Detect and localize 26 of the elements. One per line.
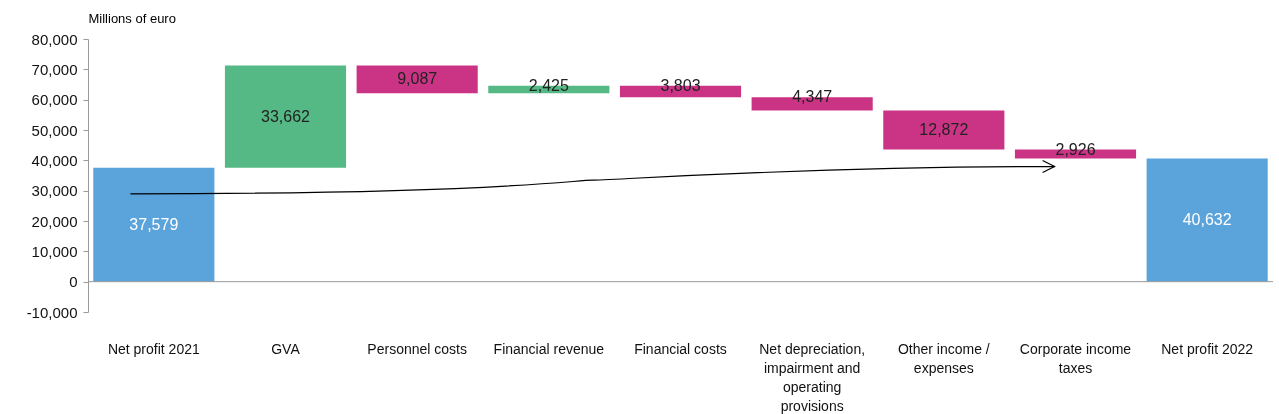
data-label: 9,087 [397,70,438,88]
x-tick-label: Net profit 2022 [1161,340,1254,357]
x-tick-label: Other income / expenses [897,340,990,376]
data-label: 2,926 [1055,140,1096,158]
x-tick-label: GVA [271,340,301,357]
data-label: 40,632 [1182,211,1232,229]
y-tick-label: 20,000 [31,212,78,230]
y-tick-label: 70,000 [31,60,78,78]
x-tick-label: Financial revenue [493,340,605,357]
y-tick-label: 50,000 [31,121,78,139]
x-tick-label: Net profit 2021 [107,340,200,357]
y-tick-label: 80,000 [31,30,78,48]
x-tick-label: Net depreciation, impairment and operating provisions [759,340,866,414]
data-label: 12,872 [919,121,969,139]
y-axis-title: Millions of euro [88,10,176,26]
x-tick-label: Corporate income taxes [1019,340,1132,376]
y-tick-label: -10,000 [26,303,78,321]
x-tick-label: Personnel costs [367,340,467,357]
y-tick-label: 60,000 [31,91,78,109]
y-tick-label: 0 [69,273,78,291]
data-label: 33,662 [261,107,311,125]
data-label: 37,579 [129,215,179,233]
y-tick-label: 40,000 [31,151,78,169]
x-tick-label: Financial costs [634,340,727,357]
y-tick-label: 30,000 [31,182,78,200]
y-tick-label: 10,000 [31,242,78,260]
